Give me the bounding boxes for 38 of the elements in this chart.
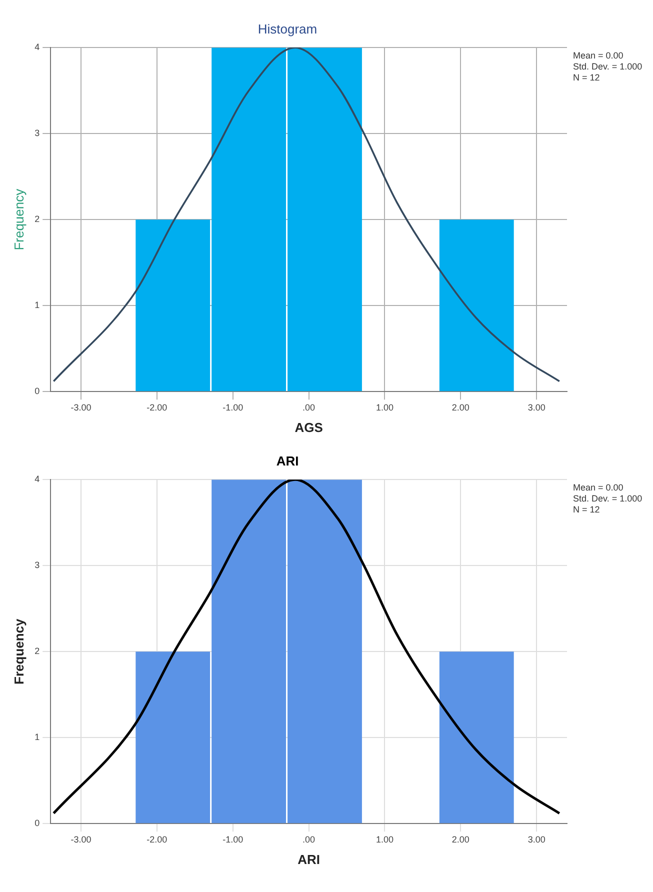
text: N = 12 (573, 72, 600, 83)
x-tick-label: -1.00 (222, 834, 244, 844)
x-tick-label: .00 (302, 402, 316, 412)
x-tick-label: -1.00 (222, 402, 244, 412)
text: Std. Dev. = 1.000 (573, 494, 642, 504)
y-tick-label: 2 (34, 646, 40, 656)
y-tick-label: 1 (34, 732, 40, 742)
x-tick-label: 1.00 (376, 834, 394, 844)
x-tick-label: 3.00 (528, 402, 546, 412)
y-tick-label: 2 (34, 214, 40, 224)
y-tick-label: 3 (34, 128, 40, 138)
y-tick-label: 3 (34, 560, 40, 570)
x-axis-title: ARI (298, 852, 320, 867)
y-tick-label: 1 (34, 300, 40, 310)
x-tick-label: -3.00 (70, 834, 92, 844)
y-tick-label: 4 (34, 474, 40, 484)
y-tick-label: 0 (34, 818, 40, 828)
x-tick-label: 2.00 (452, 834, 470, 844)
text: Mean = 0.00 (573, 482, 624, 493)
text: Mean = 0.00 (573, 50, 624, 61)
y-axis-title: Frequency (11, 188, 26, 250)
x-tick-label: 2.00 (452, 402, 470, 412)
line-series (52, 480, 561, 815)
x-tick-label: -3.00 (70, 402, 92, 412)
x-tick-label: 1.00 (376, 402, 394, 412)
text: N = 12 (573, 504, 600, 515)
y-axis-title: Frequency (11, 618, 26, 684)
x-tick-label: -2.00 (146, 834, 168, 844)
y-tick-label: 0 (34, 386, 40, 396)
line-series (52, 48, 560, 382)
chart-title: Histogram (258, 21, 318, 36)
x-tick-label: 3.00 (528, 834, 546, 844)
chart-title: ARI (276, 453, 299, 468)
text: Std. Dev. = 1.000 (573, 62, 642, 72)
x-axis-title: AGS (294, 420, 324, 435)
y-tick-label: 4 (34, 42, 40, 52)
x-tick-label: .00 (302, 834, 316, 844)
x-tick-label: -2.00 (146, 402, 168, 412)
